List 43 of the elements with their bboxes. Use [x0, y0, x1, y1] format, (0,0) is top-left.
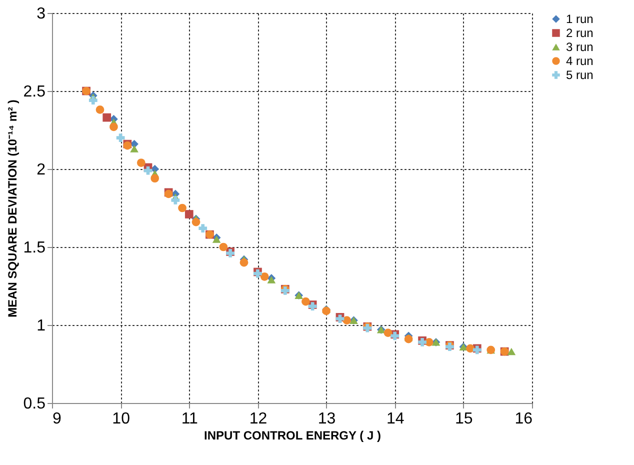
point [198, 224, 208, 232]
point [102, 113, 112, 122]
legend-label: 2 run [566, 26, 594, 40]
x-tick-label: 10 [112, 410, 130, 428]
y-tick-label: 1 [36, 318, 46, 334]
point [260, 272, 269, 281]
legend-label: 3 run [566, 40, 594, 54]
point [136, 158, 146, 167]
x-tick-label: 16 [514, 410, 533, 428]
point [88, 96, 98, 105]
x-tick-label: 11 [181, 410, 198, 428]
point [192, 218, 200, 226]
point [212, 236, 221, 243]
point [302, 297, 310, 306]
x-tick-label: 9 [52, 410, 62, 428]
legend-label: 5 run [566, 68, 594, 82]
y-tick-label: 1.5 [23, 240, 46, 256]
point [384, 328, 392, 337]
legend-label: 4 run [566, 54, 594, 68]
y-tick-label: 2 [36, 162, 46, 178]
point [178, 204, 186, 212]
x-tick-label: 12 [249, 410, 268, 428]
y-tick-label: 2.5 [23, 84, 46, 100]
point [171, 196, 180, 204]
point [219, 242, 228, 252]
y-axis-title: MEAN SQUARE DEVIATION (10⁻¹⁴ m² ) [5, 100, 20, 318]
point [110, 122, 118, 132]
point [240, 258, 248, 267]
x-axis-title: INPUT CONTROL ENERGY ( J ) [204, 428, 381, 442]
point [150, 174, 160, 183]
point [342, 316, 352, 324]
y-tick-label: 0.5 [23, 396, 46, 412]
point [130, 145, 138, 152]
x-tick-label: 13 [318, 410, 336, 428]
point [466, 344, 474, 353]
x-tick-label: 14 [386, 410, 404, 428]
point [96, 106, 104, 114]
point [507, 348, 516, 356]
y-tick-label: 3 [36, 6, 46, 22]
x-tick-label: 15 [455, 410, 473, 428]
point [116, 134, 125, 142]
point [184, 210, 194, 218]
legend-label: 1 run [566, 12, 594, 26]
